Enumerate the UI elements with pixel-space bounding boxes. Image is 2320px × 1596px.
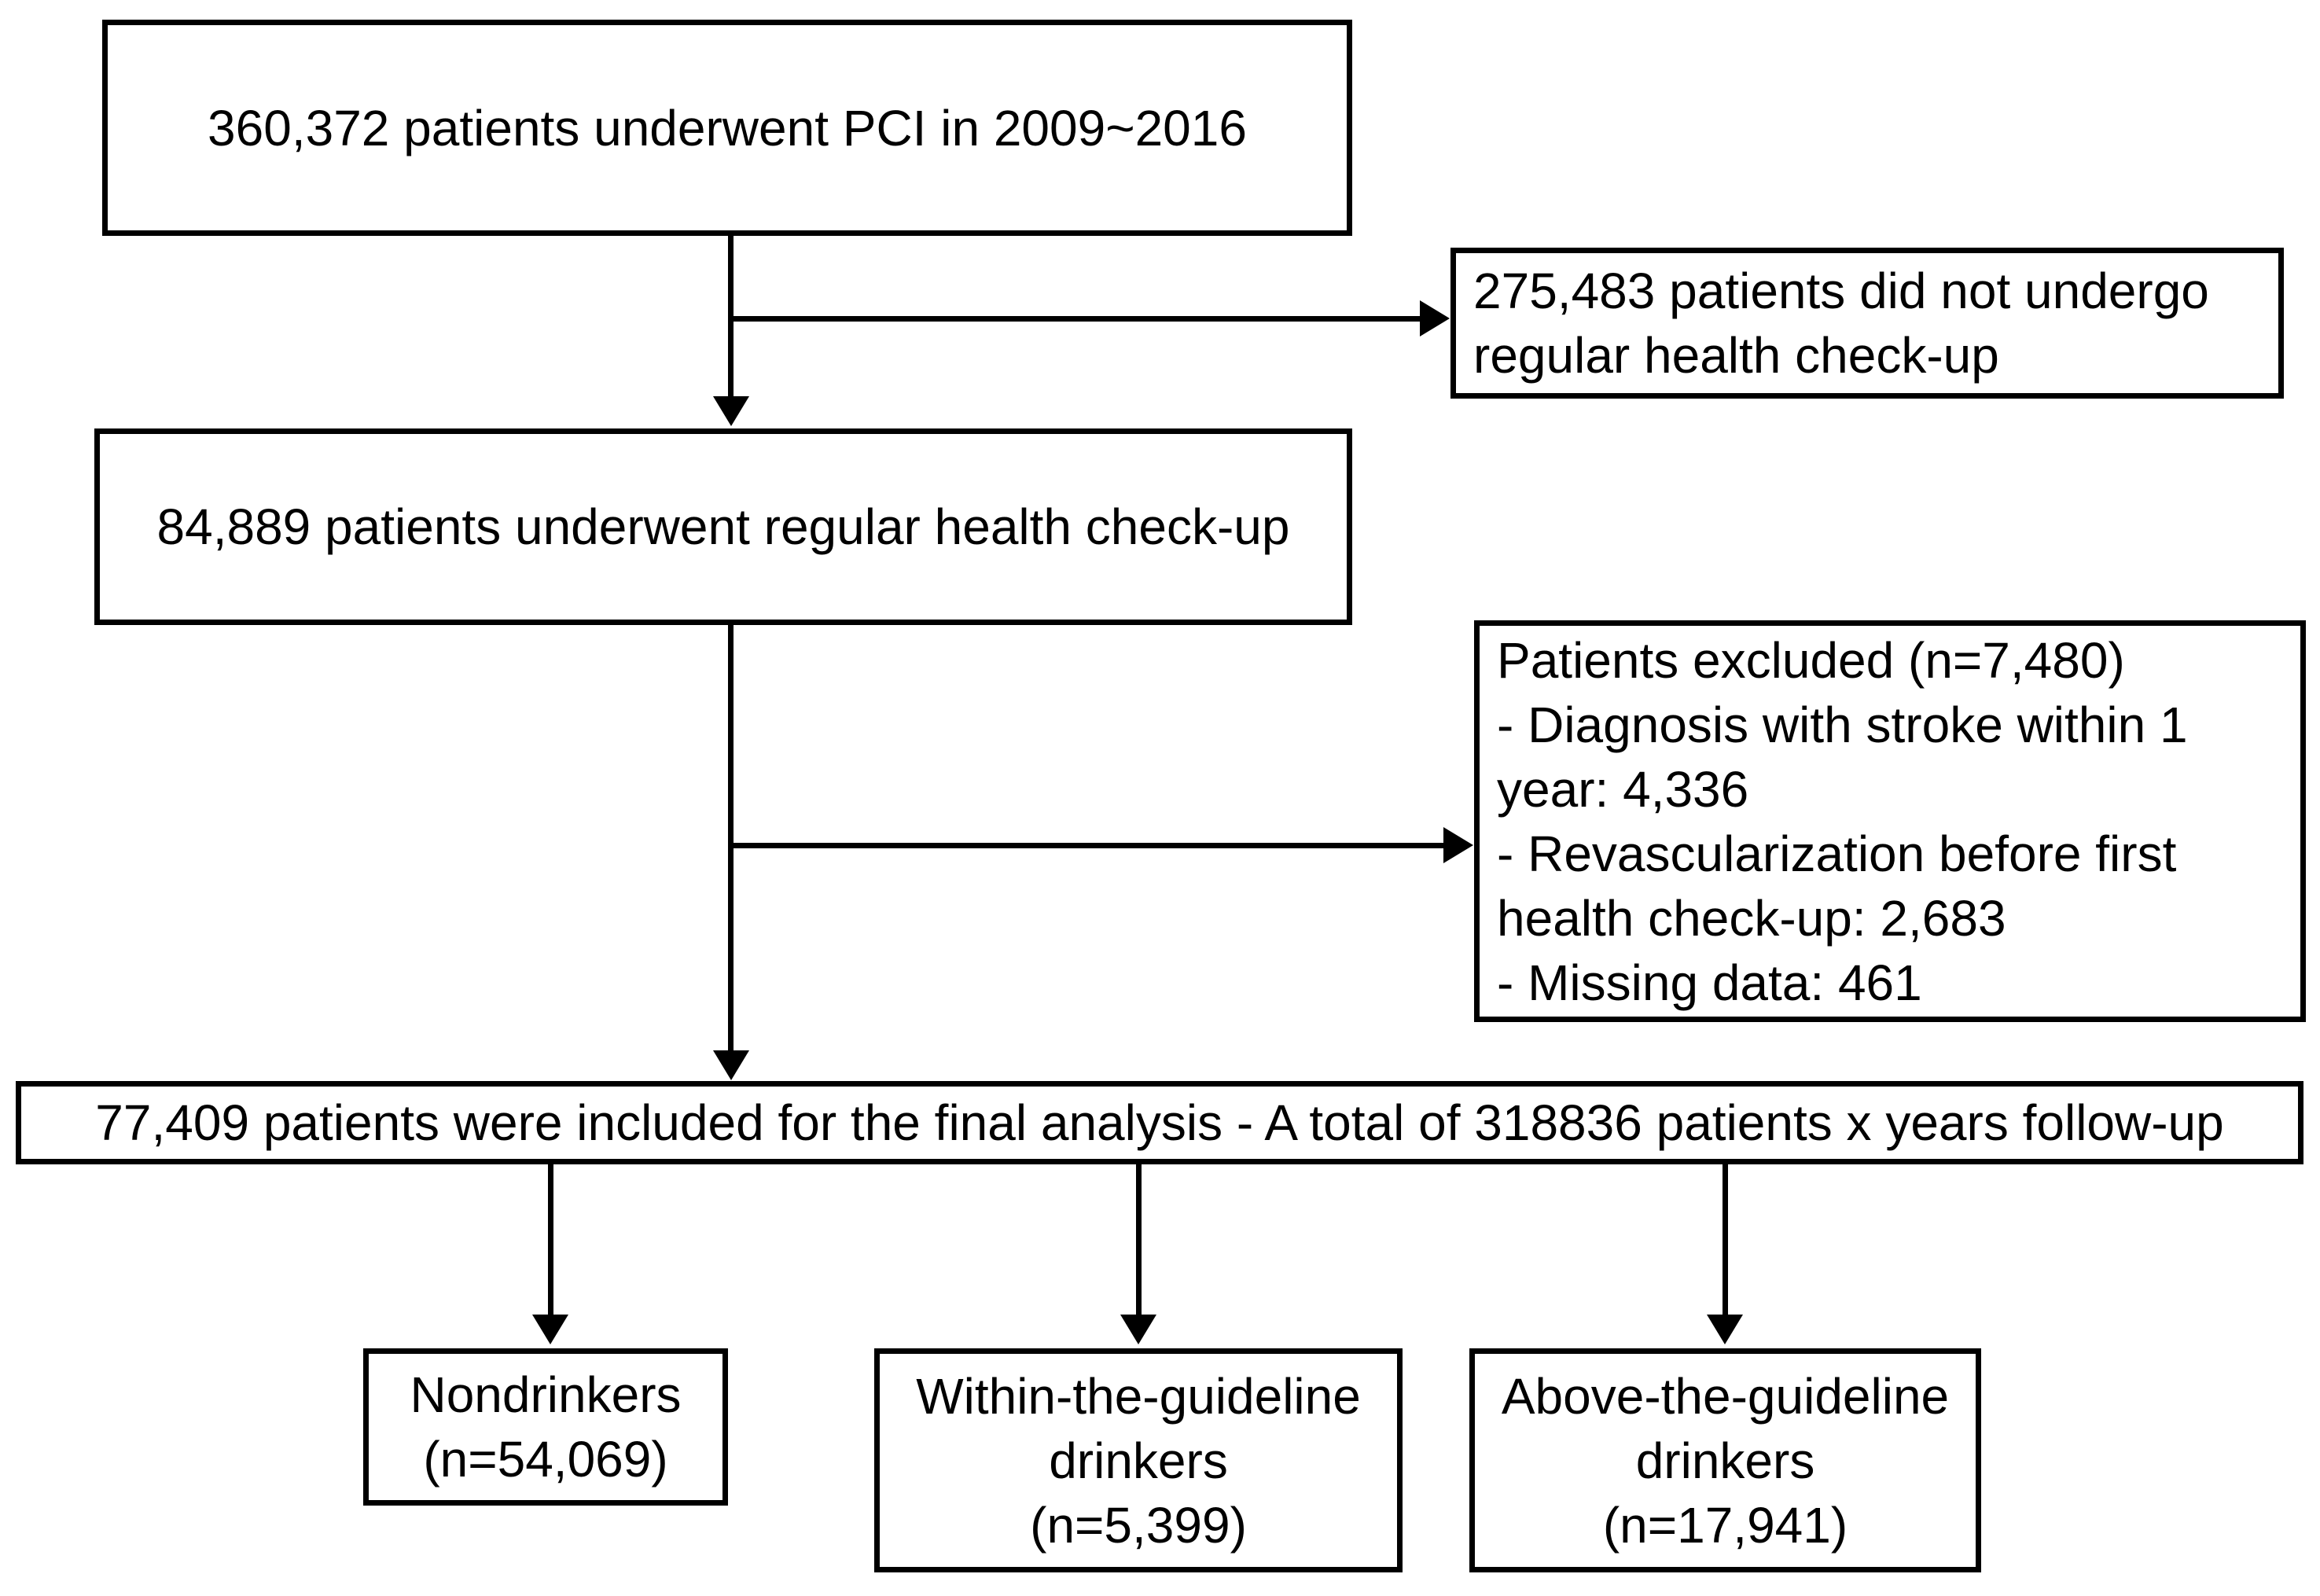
arrowhead-right-icon — [1443, 827, 1473, 863]
box-above-guideline-drinkers: Above-the-guideline drinkers (n=17,941) — [1469, 1348, 1981, 1572]
connector-final-to-within-guideline — [1136, 1164, 1142, 1315]
box-no-regular-checkup: 275,483 patients did not undergo regular… — [1450, 248, 2284, 399]
box-nondrinkers: Nondrinkers (n=54,069) — [363, 1348, 728, 1506]
box-above-guideline-count: (n=17,941) — [1602, 1496, 1848, 1554]
excluded-item-stroke: - Diagnosis with stroke within 1 year: 4… — [1497, 696, 2188, 818]
box-above-guideline-label-line2: drinkers — [1635, 1432, 1815, 1489]
connector-checkup-to-final — [728, 625, 734, 1051]
box-patients-underwent-pci: 360,372 patients underwent PCI in 2009~2… — [102, 20, 1352, 236]
box-final-analysis-text: 77,409 patients were included for the fi… — [95, 1094, 2224, 1151]
box-above-guideline-label-line1: Above-the-guideline — [1501, 1367, 1950, 1425]
excluded-item-revascularization: - Revascularization before first health … — [1497, 825, 2177, 947]
box-nondrinkers-count: (n=54,069) — [423, 1431, 668, 1488]
connector-branch-no-checkup — [728, 316, 1421, 322]
box-patients-excluded: Patients excluded (n=7,480) - Diagnosis … — [1474, 620, 2306, 1022]
box-within-guideline-label-line2: drinkers — [1049, 1432, 1228, 1489]
box-within-guideline-label-line1: Within-the-guideline — [916, 1367, 1361, 1425]
box-no-regular-checkup-text: 275,483 patients did not undergo regular… — [1473, 263, 2209, 384]
excluded-title: Patients excluded (n=7,480) — [1497, 631, 2125, 689]
connector-final-to-above-guideline — [1723, 1164, 1728, 1315]
box-regular-checkup: 84,889 patients underwent regular health… — [94, 428, 1352, 625]
arrowhead-down-icon — [532, 1315, 568, 1344]
arrowhead-down-icon — [713, 396, 749, 426]
arrowhead-down-icon — [713, 1050, 749, 1080]
connector-final-to-nondrinkers — [548, 1164, 553, 1315]
box-nondrinkers-label: Nondrinkers — [410, 1366, 682, 1423]
connector-branch-excluded — [728, 843, 1443, 848]
box-patients-underwent-pci-text: 360,372 patients underwent PCI in 2009~2… — [208, 99, 1247, 156]
arrowhead-down-icon — [1120, 1315, 1156, 1344]
arrowhead-right-icon — [1420, 300, 1450, 336]
box-final-analysis: 77,409 patients were included for the fi… — [16, 1081, 2303, 1164]
box-within-guideline-drinkers: Within-the-guideline drinkers (n=5,399) — [874, 1348, 1403, 1572]
excluded-item-missing-data: - Missing data: 461 — [1497, 954, 1922, 1011]
box-within-guideline-count: (n=5,399) — [1030, 1496, 1247, 1554]
box-regular-checkup-text: 84,889 patients underwent regular health… — [156, 498, 1290, 555]
arrowhead-down-icon — [1707, 1315, 1743, 1344]
